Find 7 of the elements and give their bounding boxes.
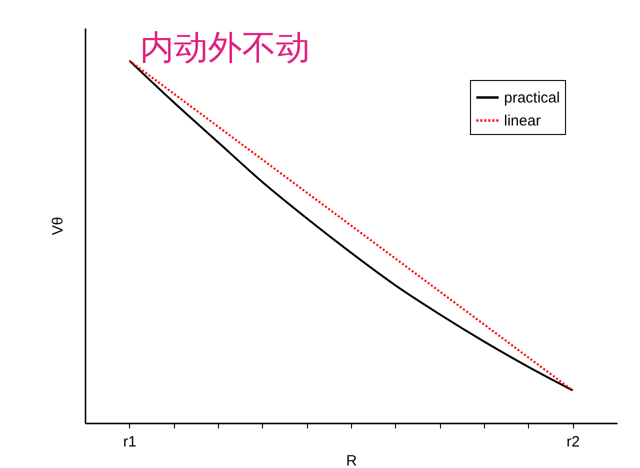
chart-title: 内动外不动	[140, 28, 310, 68]
legend-label: practical	[504, 90, 560, 106]
x-tick-label: r1	[123, 434, 137, 450]
x-tick-label: r2	[566, 434, 580, 450]
legend-label: linear	[504, 112, 541, 130]
x-axis-title: R	[346, 452, 358, 468]
y-axis-title: Vθ	[50, 216, 66, 236]
